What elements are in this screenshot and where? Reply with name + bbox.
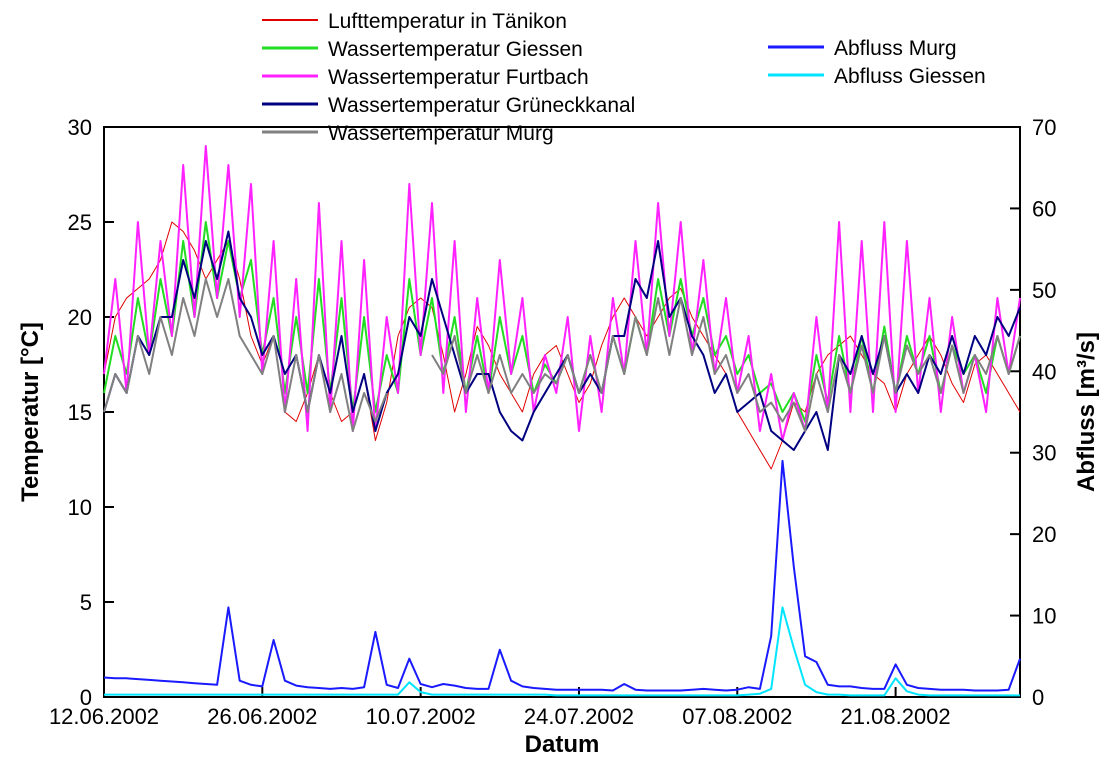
x-tick-label: 21.08.2002 <box>841 704 951 729</box>
y-tick-label: 15 <box>68 400 92 425</box>
y-tick-label: 30 <box>68 115 92 140</box>
x-axis-label: Datum <box>525 731 600 758</box>
y2-tick-label: 50 <box>1032 278 1056 303</box>
y2-tick-label: 0 <box>1032 685 1044 710</box>
x-tick-label: 12.06.2002 <box>49 704 159 729</box>
y-axis-label: Temperatur [°C] <box>17 322 44 502</box>
legend-label: Abfluss Giessen <box>834 65 986 88</box>
x-tick-label: 24.07.2002 <box>524 704 634 729</box>
legend-label: Lufttemperatur in Tänikon <box>328 10 567 33</box>
y2-tick-label: 10 <box>1032 604 1056 629</box>
y2-tick-label: 40 <box>1032 359 1056 384</box>
legend-label: Wassertemperatur Giessen <box>328 38 583 61</box>
x-tick-label: 07.08.2002 <box>682 704 792 729</box>
series-line <box>103 230 1021 451</box>
y-tick-label: 25 <box>68 210 92 235</box>
y-tick-label: 20 <box>68 305 92 330</box>
legend-label: Wassertemperatur Grüneckkanal <box>328 94 635 117</box>
y2-tick-label: 70 <box>1032 115 1056 140</box>
y-tick-label: 5 <box>80 590 92 615</box>
x-tick-label: 26.06.2002 <box>207 704 317 729</box>
y-tick-label: 10 <box>68 495 92 520</box>
series-line <box>103 278 1021 432</box>
legend-label: Wassertemperatur Murg <box>328 122 554 145</box>
y-tick-label: 0 <box>80 685 92 710</box>
legend-label: Wassertemperatur Furtbach <box>328 66 589 89</box>
y2-tick-label: 20 <box>1032 522 1056 547</box>
plot-frame <box>103 126 1021 698</box>
legend-label: Abfluss Murg <box>834 37 957 60</box>
series-line <box>104 606 1020 697</box>
y2-tick-label: 30 <box>1032 441 1056 466</box>
y2-axis-label: Abfluss [m³/s] <box>1073 332 1100 492</box>
y2-tick-label: 60 <box>1032 196 1056 221</box>
series-line <box>103 145 1021 442</box>
series-line <box>103 459 1021 692</box>
x-tick-label: 10.07.2002 <box>366 704 476 729</box>
